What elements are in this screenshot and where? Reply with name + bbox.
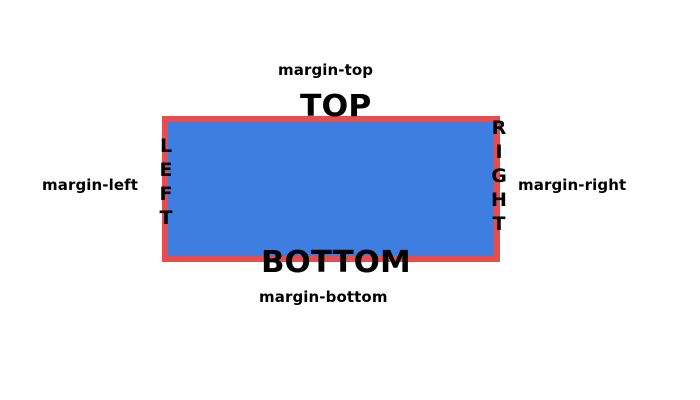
right-letter-t: T <box>492 213 506 235</box>
right-letter-i: I <box>495 141 503 163</box>
left-letter-t: T <box>159 207 173 229</box>
right-letter-h: H <box>491 189 507 211</box>
margin-left-label: margin-left <box>42 176 139 194</box>
content-box <box>162 116 500 262</box>
margin-top-label: margin-top <box>278 61 374 79</box>
left-letter-e: E <box>159 159 173 181</box>
margin-right-label: margin-right <box>518 176 627 194</box>
right-side-label: R I G H T <box>490 116 508 236</box>
left-letter-l: L <box>159 135 173 157</box>
margin-bottom-label: margin-bottom <box>259 288 388 306</box>
left-letter-f: F <box>159 183 173 205</box>
right-letter-g: G <box>491 165 507 187</box>
left-side-label: L E F T <box>157 134 175 230</box>
right-letter-r: R <box>491 117 507 139</box>
top-side-label: TOP <box>300 89 372 124</box>
bottom-side-label: BOTTOM <box>261 245 411 280</box>
